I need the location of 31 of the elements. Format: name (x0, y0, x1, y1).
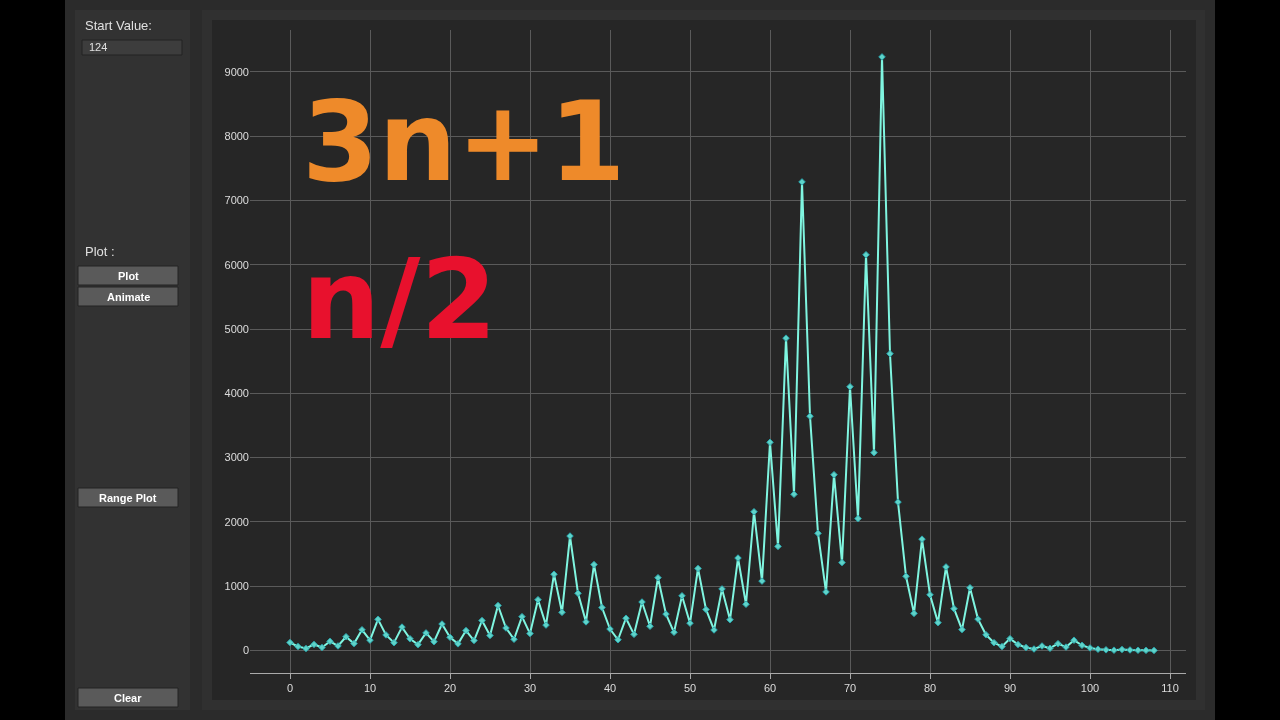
y-tick-label: 1000 (224, 580, 249, 593)
x-tick-label: 50 (683, 682, 697, 695)
text: Range Plot (99, 492, 157, 504)
x-tick-label: 90 (1003, 682, 1017, 695)
text: Animate (107, 291, 151, 303)
x-tick-label: 110 (1161, 682, 1179, 695)
annotation: 3n+1 (302, 78, 626, 206)
y-tick-label: 3000 (224, 451, 249, 464)
y-tick-label: 0 (242, 644, 249, 657)
y-tick-label: 8000 (224, 129, 249, 142)
x-tick-label: 60 (763, 682, 777, 695)
x-tick-label: 100 (1080, 682, 1100, 695)
text: Plot : (85, 244, 115, 259)
y-tick-label: 4000 (224, 387, 249, 400)
x-tick-label: 80 (923, 682, 937, 695)
y-tick-label: 2000 (224, 515, 249, 528)
x-tick-label: 40 (603, 682, 617, 695)
y-tick-label: 9000 (224, 65, 249, 78)
text: Plot (118, 270, 140, 282)
y-tick-label: 7000 (224, 194, 249, 207)
y-tick-label: 5000 (224, 322, 249, 335)
x-tick-label: 0 (286, 682, 294, 695)
annotation: n/2 (302, 236, 498, 364)
x-tick-label: 10 (363, 682, 377, 695)
y-tick-label: 6000 (224, 258, 249, 271)
x-tick-label: 30 (523, 682, 537, 695)
x-tick-label: 70 (843, 682, 857, 695)
x-tick-label: 20 (443, 682, 457, 695)
text: Start Value: (85, 18, 152, 33)
text: Clear (114, 692, 143, 704)
text: 124 (89, 41, 108, 53)
